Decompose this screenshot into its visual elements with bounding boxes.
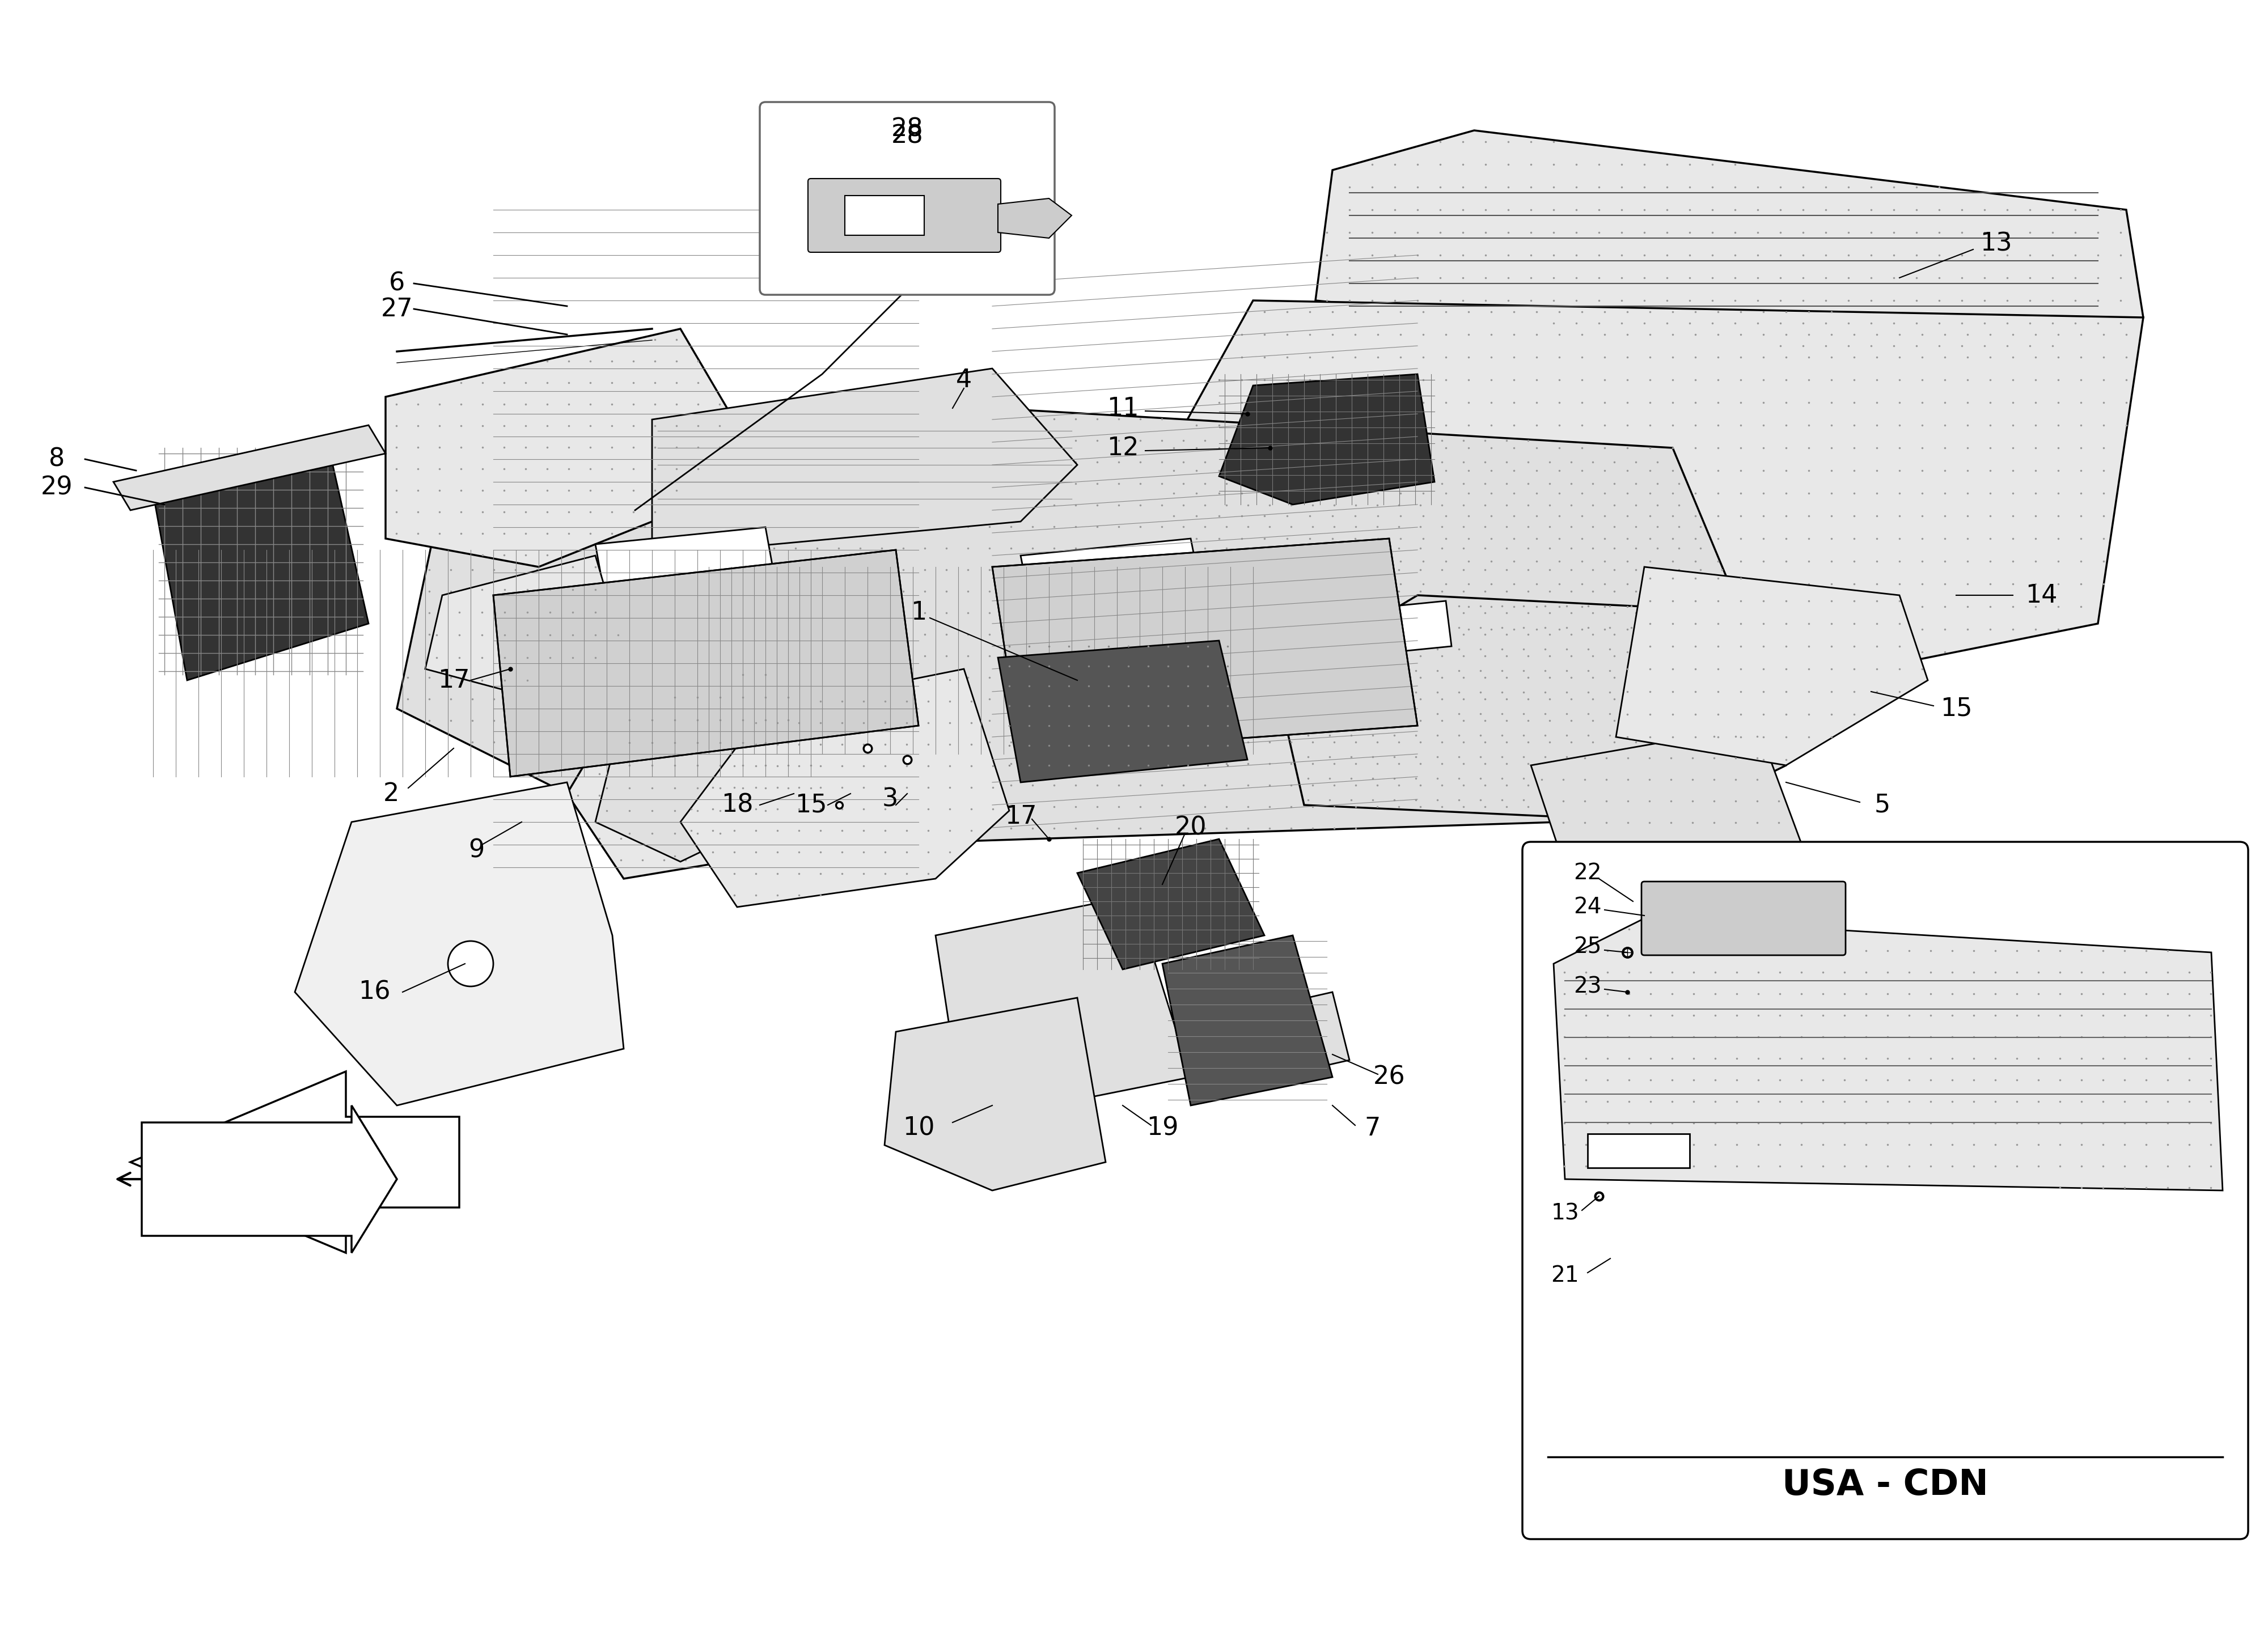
- Text: 5: 5: [1873, 792, 1892, 817]
- Polygon shape: [567, 612, 862, 878]
- Polygon shape: [113, 426, 386, 510]
- Text: 12: 12: [1107, 436, 1139, 460]
- Polygon shape: [397, 408, 1758, 850]
- Polygon shape: [594, 528, 776, 607]
- Polygon shape: [386, 329, 737, 567]
- Text: 28: 28: [891, 117, 923, 141]
- Polygon shape: [680, 669, 1009, 907]
- Text: 29: 29: [41, 475, 73, 500]
- Text: 28: 28: [891, 123, 923, 148]
- Polygon shape: [1588, 1134, 1690, 1167]
- Polygon shape: [594, 663, 821, 861]
- Polygon shape: [1220, 375, 1436, 505]
- FancyBboxPatch shape: [1642, 881, 1846, 955]
- Text: 25: 25: [1574, 935, 1601, 957]
- Polygon shape: [1334, 602, 1452, 658]
- Polygon shape: [653, 368, 1077, 556]
- Text: 14: 14: [2025, 584, 2057, 607]
- Text: 13: 13: [1980, 232, 2012, 256]
- Text: 10: 10: [903, 1116, 934, 1141]
- Text: 21: 21: [1551, 1264, 1579, 1286]
- Polygon shape: [1275, 595, 1787, 822]
- FancyBboxPatch shape: [760, 102, 1055, 294]
- Polygon shape: [1554, 919, 2223, 1190]
- Polygon shape: [1207, 991, 1349, 1088]
- Text: 20: 20: [1175, 815, 1207, 840]
- Text: 27: 27: [381, 298, 413, 321]
- Text: 7: 7: [1363, 1116, 1381, 1141]
- Text: USA - CDN: USA - CDN: [1783, 1468, 1989, 1503]
- Text: 22: 22: [1574, 861, 1601, 884]
- Text: 19: 19: [1145, 1116, 1179, 1141]
- Polygon shape: [1615, 567, 1928, 766]
- Polygon shape: [1315, 130, 2143, 368]
- Text: 16: 16: [358, 980, 390, 1004]
- FancyBboxPatch shape: [1522, 842, 2248, 1539]
- Polygon shape: [154, 447, 367, 681]
- Polygon shape: [295, 783, 624, 1105]
- Polygon shape: [998, 199, 1073, 238]
- Text: 9: 9: [467, 838, 485, 863]
- Text: 11: 11: [1107, 396, 1139, 421]
- FancyBboxPatch shape: [807, 179, 1000, 252]
- Text: 1: 1: [909, 600, 928, 625]
- Polygon shape: [1077, 838, 1266, 970]
- Polygon shape: [426, 556, 624, 692]
- Polygon shape: [1161, 935, 1334, 1105]
- Text: 13: 13: [1551, 1202, 1579, 1223]
- Text: 2: 2: [383, 781, 399, 806]
- Polygon shape: [937, 896, 1191, 1123]
- Polygon shape: [1021, 539, 1202, 612]
- Text: 23: 23: [1574, 975, 1601, 998]
- Text: 26: 26: [1372, 1065, 1406, 1090]
- Polygon shape: [998, 641, 1247, 783]
- Text: 18: 18: [721, 792, 753, 817]
- Text: 15: 15: [794, 792, 828, 817]
- Text: 8: 8: [48, 447, 66, 472]
- Bar: [844, 196, 925, 235]
- Polygon shape: [141, 1105, 397, 1253]
- Text: 3: 3: [882, 787, 898, 812]
- Text: 24: 24: [1574, 896, 1601, 917]
- Polygon shape: [132, 1072, 458, 1253]
- Polygon shape: [1161, 301, 2143, 681]
- Text: 6: 6: [388, 271, 406, 296]
- Text: 15: 15: [1939, 697, 1973, 720]
- Polygon shape: [1531, 725, 1814, 935]
- Text: 17: 17: [438, 667, 469, 692]
- Polygon shape: [885, 998, 1107, 1190]
- Ellipse shape: [449, 940, 494, 986]
- Polygon shape: [494, 549, 919, 776]
- Text: 17: 17: [1005, 804, 1036, 829]
- Polygon shape: [993, 539, 1417, 755]
- Text: 4: 4: [955, 368, 973, 391]
